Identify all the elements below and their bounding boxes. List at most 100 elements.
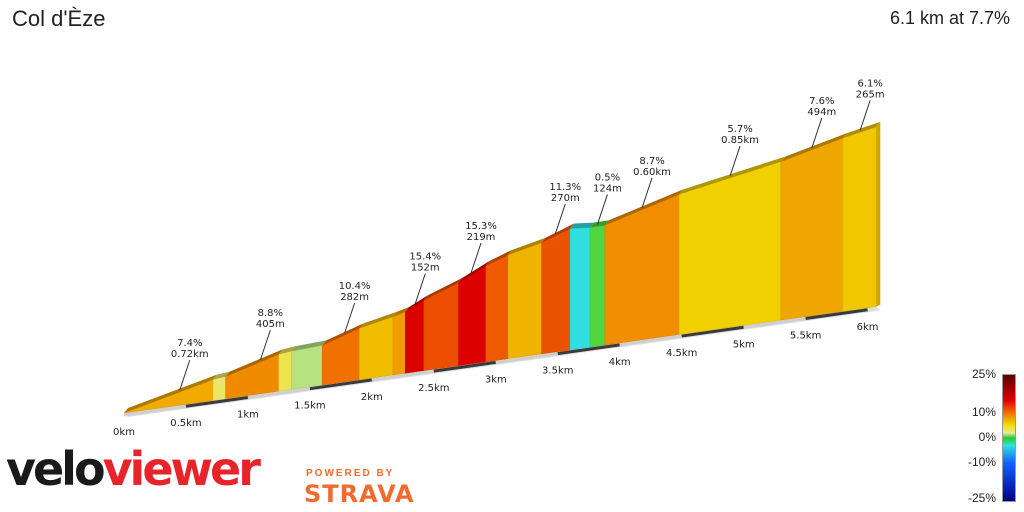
annotation-length: 0.60km [633,167,671,178]
annotation-length: 124m [593,183,622,194]
gradient-slice-top [213,371,230,380]
gradient-slice [541,228,571,355]
gradient-slice [780,137,844,321]
gradient-slice-top [124,374,218,413]
gradient-slice-top [322,323,364,346]
distance-tick-label: 5.5km [790,331,821,342]
distance-axis: 0km 0.5km 1km 1.5km 2km 2.5km 3km 3.5km 4km 4.5km… [113,308,879,438]
gradient-slice [405,299,425,374]
gradient-slice [485,254,509,363]
gradient-scale-tick-label: 10% [971,405,996,419]
logo-velo-text: velo [6,442,106,496]
distance-tick-label: 4km [609,357,631,368]
gradient-slice [291,344,323,390]
veloviewer-logo: veloviewer [6,446,261,492]
segment-annotations: 7.4%0.72km 8.8%405m 10.4%282m 15.4%152m 15.3… [171,78,885,391]
gradient-slice-top [392,306,410,317]
distance-axis-band [185,395,249,408]
annotation-grade: 15.4% [409,252,441,263]
distance-axis-band [309,378,373,391]
annotation-leader [179,359,191,391]
gradient-slice [507,242,542,359]
profile-top-edge [124,121,881,413]
annotation-leader [554,203,566,235]
distance-tick-label: 5km [733,339,755,350]
gradient-scale-tick-label: 0% [978,430,996,444]
annotation-grade: 11.3% [549,182,581,193]
distance-tick-label: 0.5km [170,418,201,429]
annotation-grade: 0.5% [595,172,620,183]
annotation-length: 270m [551,193,580,204]
gradient-slice-top [508,237,546,255]
annotation-length: 265m [856,89,885,100]
powered-by-label: POWERED BY [306,468,395,479]
strava-logo: STRAVA [304,480,415,508]
distance-axis-band [805,308,868,321]
annotation-length: 152m [411,263,440,274]
gradient-slice-top [604,189,684,226]
gradient-slice-top [291,340,327,352]
annotation-leader [344,302,356,334]
gradient-slice [225,353,280,399]
gradient-slice-top [485,249,513,266]
annotation-leader [811,117,823,149]
gradient-scale-tick-label: -10% [967,455,996,469]
gradient-slice-top [679,156,785,195]
gradient-color-scale [1002,374,1016,502]
gradient-slice [278,350,292,392]
annotation-length: 0.72km [171,349,209,360]
gradient-slice [458,265,487,366]
distance-tick-label: 1.5km [294,401,325,412]
distance-tick-label: 1km [237,409,259,420]
annotation-grade: 6.1% [857,78,882,89]
annotation-length: 405m [256,319,285,330]
annotation-grade: 7.4% [177,338,202,349]
annotation-leader [596,194,608,225]
distance-axis-band [371,369,435,382]
gradient-slice-top [842,121,881,139]
distance-axis-band [433,360,497,373]
distance-axis-band [247,387,311,399]
distance-tick-label: 4.5km [666,348,697,359]
annotation-length: 0.85km [721,135,759,146]
annotation-leader [470,242,482,274]
page-title: Col d'Èze [12,6,106,31]
logo-viewer-text: viewer [102,442,261,496]
gradient-scale-tick-label: 25% [971,367,996,381]
distance-tick-label: 0km [113,427,135,438]
gradient-scale-tick-label: -25% [967,491,996,505]
gradient-slice-top [405,295,428,312]
annotation-leader [859,100,871,131]
gradient-slice-top [278,346,296,355]
climb-summary: 6.1 km at 7.7% [889,8,1010,28]
annotation-grade: 5.7% [727,124,752,135]
distance-axis-band [557,343,620,356]
gradient-slice [569,227,591,351]
gradient-slice-top [589,220,609,228]
gradient-slice-top [359,311,397,329]
distance-tick-label: 3km [485,374,507,385]
distance-tick-label: 6km [857,322,879,333]
annotation-grade: 15.3% [465,221,497,232]
annotation-length: 219m [467,232,496,243]
gradient-slice-top [225,349,283,377]
gradient-slice [392,311,406,376]
annotation-length: 282m [340,292,369,303]
gradient-slice [212,376,226,401]
gradient-slice [589,224,606,348]
gradient-slice [842,126,877,312]
distance-axis-band [495,352,558,364]
annotation-leader [729,145,741,177]
distance-axis-band [619,334,682,347]
gradient-slice [604,193,680,346]
gradient-slice-top [780,133,847,162]
gradient-slice-top [423,277,463,301]
gradient-slice-top [458,260,490,283]
annotation-grade: 8.7% [639,156,664,167]
annotation-leader [259,329,271,361]
profile-end-cap [876,121,881,307]
distance-tick-label: 2.5km [418,383,449,394]
annotation-leader [641,177,653,208]
annotation-grade: 10.4% [339,281,371,292]
